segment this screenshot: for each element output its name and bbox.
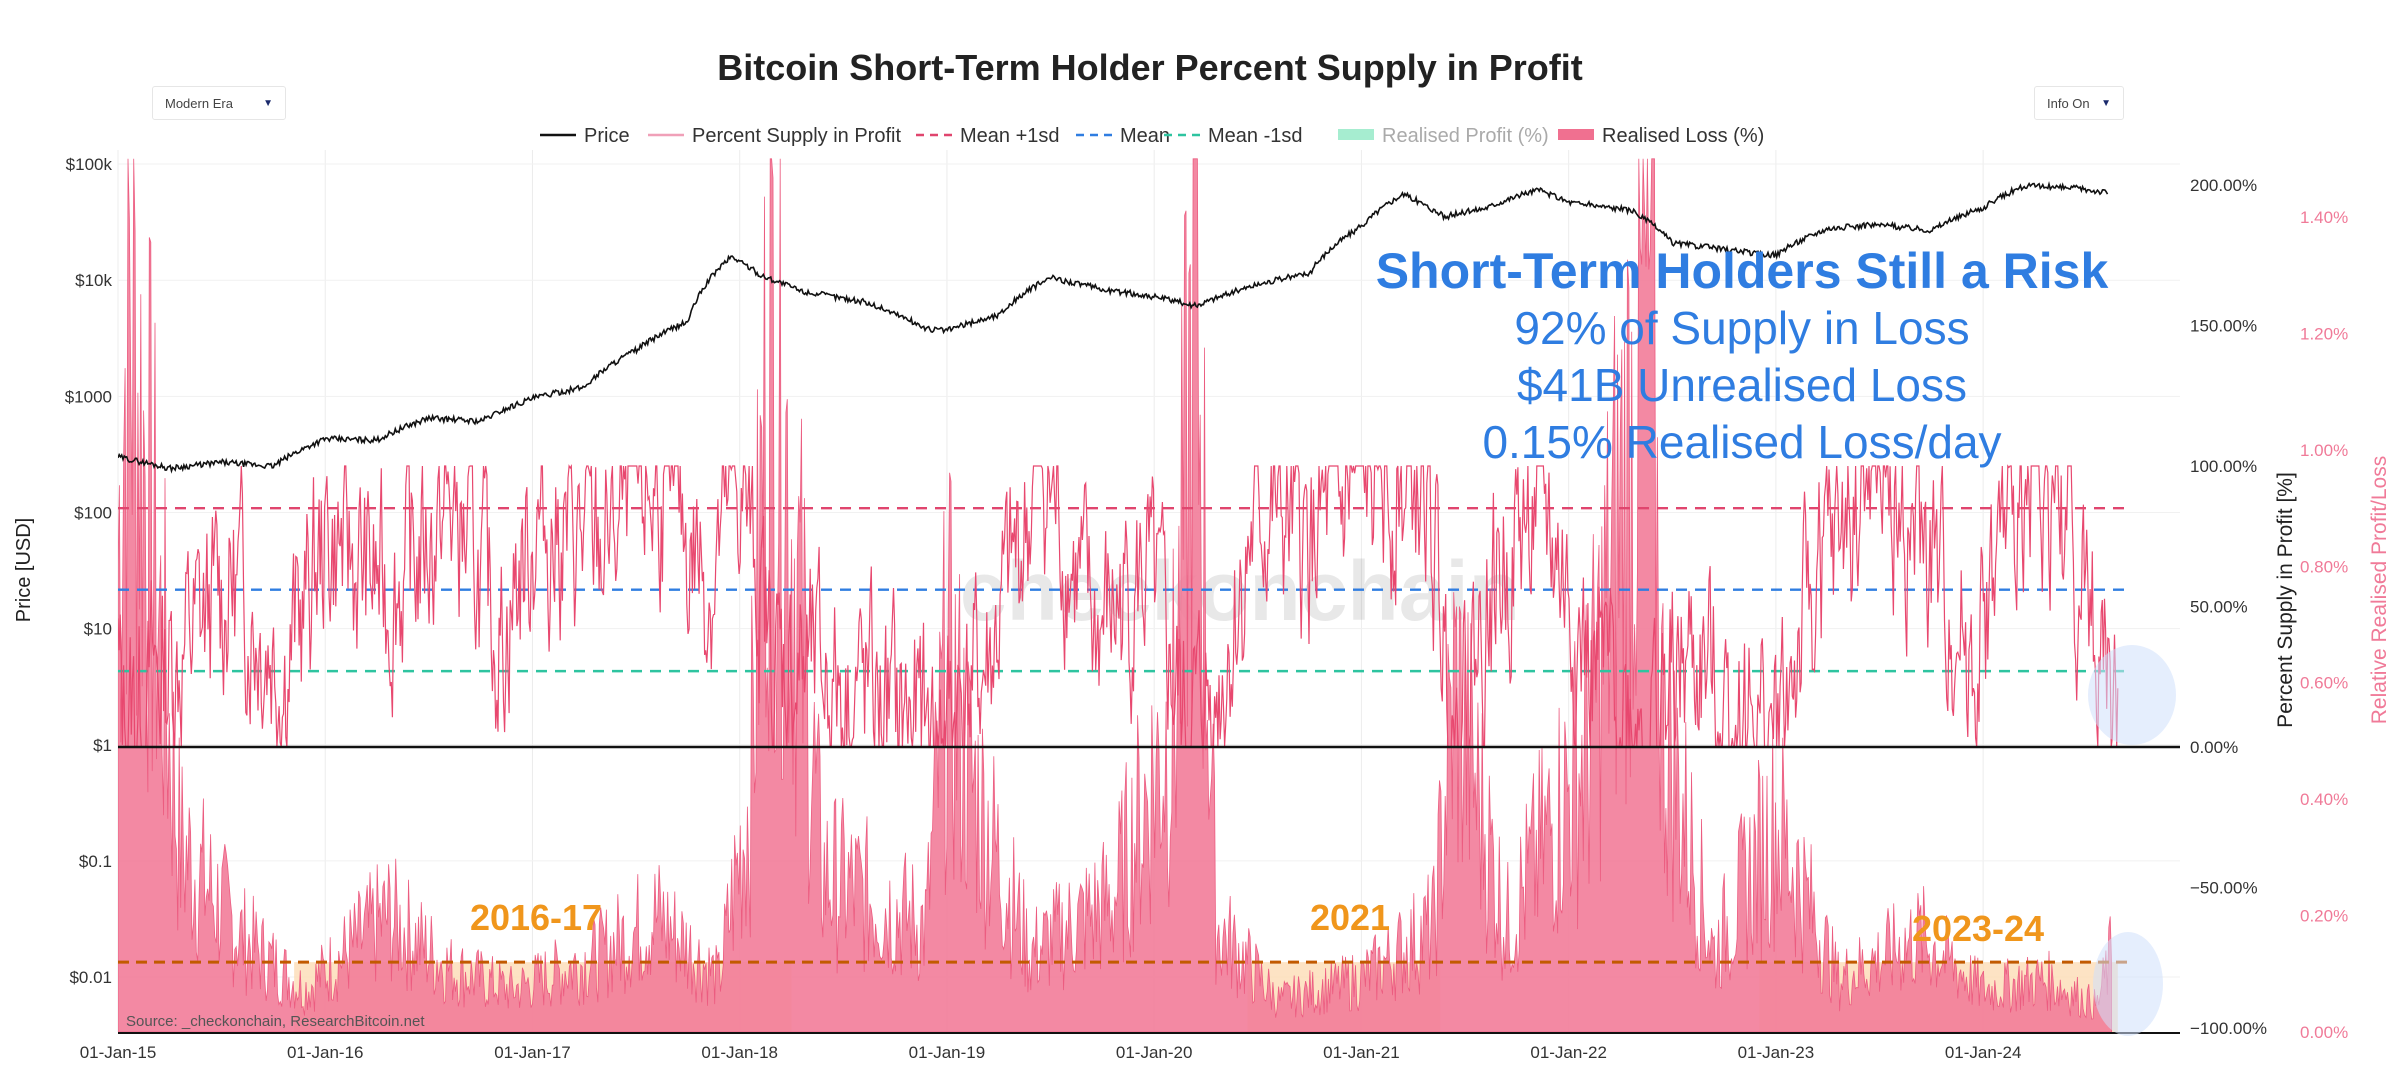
supply-tick-label: −50.00%	[2190, 879, 2258, 898]
realised-tick-label: 0.60%	[2300, 674, 2348, 693]
legend-item[interactable]: Mean +1sd	[916, 125, 1060, 147]
annotation-line: $41B Unrealised Loss	[1517, 359, 1967, 411]
cycle-label: 2023-24	[1912, 908, 2044, 949]
legend-item[interactable]: Mean	[1076, 125, 1170, 147]
highlight-ellipse-loss	[2093, 932, 2163, 1036]
realised-tick-label: 0.80%	[2300, 557, 2348, 576]
legend-label: Percent Supply in Profit	[692, 125, 901, 147]
supply-tick-label: −100.00%	[2190, 1019, 2267, 1038]
info-dropdown[interactable]: Info On ▼	[2034, 86, 2124, 120]
legend-label: Price	[584, 125, 630, 147]
realised-loss-area-path	[118, 158, 2113, 1033]
realised-loss-area	[118, 158, 2113, 1033]
annotation-line: 0.15% Realised Loss/day	[1482, 416, 2001, 468]
cycle-label: 2021	[1310, 897, 1390, 938]
x-tick-label: 01-Jan-23	[1738, 1043, 1815, 1062]
x-tick-label: 01-Jan-17	[494, 1043, 571, 1062]
highlight-ellipse-supply	[2088, 645, 2176, 745]
legend-label: Mean -1sd	[1208, 125, 1303, 147]
supply-tick-label: 0.00%	[2190, 738, 2238, 757]
annotation-line: 92% of Supply in Loss	[1514, 302, 1969, 354]
x-tick-label: 01-Jan-22	[1530, 1043, 1607, 1062]
x-tick-label: 01-Jan-18	[701, 1043, 778, 1062]
realised-tick-label: 0.00%	[2300, 1023, 2348, 1042]
price-line	[118, 180, 2109, 474]
x-tick-label: 01-Jan-15	[80, 1043, 157, 1062]
legend: Price Percent Supply in Profit Mean +1sd Me…	[540, 125, 1764, 147]
annotation-headline: Short-Term Holders Still a Risk	[1376, 243, 2109, 299]
x-tick-label: 01-Jan-19	[909, 1043, 986, 1062]
legend-swatch	[1558, 129, 1594, 140]
chevron-down-icon: ▼	[2101, 97, 2111, 109]
supply-tick-label: 150.00%	[2190, 317, 2257, 336]
legend-label: Mean +1sd	[960, 125, 1060, 147]
legend-label: Realised Loss (%)	[1602, 125, 1764, 147]
reference-lines	[118, 506, 2128, 964]
realised-tick-label: 1.20%	[2300, 324, 2348, 343]
price-line-group	[118, 180, 2109, 474]
x-tick-label: 01-Jan-24	[1945, 1043, 2022, 1062]
price-tick-label: $1000	[65, 387, 112, 406]
legend-label: Mean	[1120, 125, 1170, 147]
supply-axis-title: Percent Supply in Profit [%]	[2274, 472, 2297, 728]
legend-item[interactable]: Price	[540, 125, 630, 147]
chart-title: Bitcoin Short-Term Holder Percent Supply…	[717, 47, 1582, 88]
supply-tick-label: 200.00%	[2190, 176, 2257, 195]
x-tick-label: 01-Jan-21	[1323, 1043, 1400, 1062]
highlight-markers	[2088, 645, 2176, 1036]
legend-swatch	[1338, 129, 1374, 140]
legend-item[interactable]: Realised Profit (%)	[1338, 125, 1549, 147]
realised-tick-label: 1.00%	[2300, 441, 2348, 460]
era-dropdown[interactable]: Modern Era ▼	[152, 86, 286, 120]
price-tick-label: $100k	[66, 155, 113, 174]
chevron-down-icon: ▼	[263, 97, 273, 109]
legend-item[interactable]: Realised Loss (%)	[1558, 125, 1764, 147]
supply-tick-label: 100.00%	[2190, 457, 2257, 476]
realised-tick-label: 0.40%	[2300, 790, 2348, 809]
realised-axis-title: Relative Realised Profit/Loss	[2368, 456, 2391, 724]
realised-tick-label: 0.20%	[2300, 907, 2348, 926]
price-tick-label: $1	[93, 736, 112, 755]
x-tick-label: 01-Jan-20	[1116, 1043, 1193, 1062]
x-tick-label: 01-Jan-16	[287, 1043, 364, 1062]
supply-tick-label: 50.00%	[2190, 598, 2248, 617]
cycle-labels: 2016-17 2021 2023-24	[470, 897, 2044, 949]
realised-tick-label: 1.40%	[2300, 208, 2348, 227]
source-note: Source: _checkonchain, ResearchBitcoin.n…	[126, 1013, 425, 1030]
info-dropdown-label: Info On	[2047, 95, 2090, 111]
price-tick-label: $10k	[75, 271, 112, 290]
price-tick-label: $0.01	[69, 968, 112, 987]
price-tick-label: $10	[84, 620, 112, 639]
price-axis-title: Price [USD]	[13, 518, 35, 622]
legend-item[interactable]: Mean -1sd	[1164, 125, 1303, 147]
price-tick-label: $100	[74, 503, 112, 522]
axes: 01-Jan-15 01-Jan-16 01-Jan-17 01-Jan-18 01-J…	[13, 155, 2391, 1062]
price-tick-label: $0.1	[79, 852, 112, 871]
legend-item[interactable]: Percent Supply in Profit	[648, 125, 901, 147]
legend-label: Realised Profit (%)	[1382, 125, 1549, 147]
cycle-label: 2016-17	[470, 897, 602, 938]
era-dropdown-label: Modern Era	[165, 95, 233, 111]
